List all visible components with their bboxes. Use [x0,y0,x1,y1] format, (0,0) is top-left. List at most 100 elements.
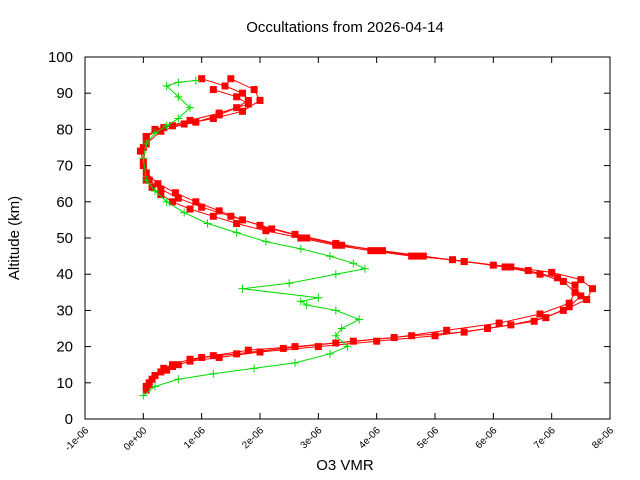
data-point [268,225,276,233]
data-point [331,306,340,315]
data-point [577,292,585,300]
data-point [174,194,182,202]
x-tick-label: 6e-06 [474,425,500,451]
data-point [262,227,270,235]
x-axis-label: O3 VMR [316,457,374,474]
data-point [559,277,567,285]
data-point [326,252,334,261]
data-point [232,228,241,237]
data-point [157,127,165,135]
data-point [139,162,147,170]
data-point [250,364,259,373]
data-point [331,331,340,340]
data-point [296,244,305,253]
data-point [174,78,183,87]
data-point [233,350,241,358]
plot-area [136,75,596,400]
data-point [239,89,246,97]
y-axis-label: Altitude (km) [6,196,23,280]
data-point [209,212,217,220]
data-point [233,220,241,228]
data-point [233,93,241,101]
data-point [209,352,217,360]
data-point [285,279,294,288]
data-point [244,96,252,104]
data-point [414,252,421,260]
data-point [554,274,561,282]
data-point [151,382,159,391]
data-point [186,103,194,112]
y-tick-label: 90 [56,85,73,102]
data-point [302,300,311,309]
data-point [524,267,532,275]
data-point [192,198,200,206]
data-point [408,252,416,260]
data-point [296,297,305,306]
x-tick-label: 0e+00 [122,425,150,453]
data-point [373,247,381,255]
data-point [361,264,369,273]
data-point [279,344,287,352]
data-point [460,258,468,266]
data-point [142,169,150,177]
data-point [238,284,247,293]
data-point [169,122,176,130]
data-point [332,239,340,247]
data-point [198,203,206,211]
y-tick-label: 100 [48,49,73,66]
data-point [215,353,223,361]
data-point [151,129,159,138]
data-point [244,100,252,108]
data-point [314,293,323,302]
data-point [250,86,258,94]
y-tick-label: 10 [56,375,73,392]
x-tick-label: 1e-06 [182,425,208,451]
y-tick-label: 30 [56,302,73,319]
data-point [215,109,223,117]
data-point [227,75,235,83]
data-point [227,212,235,220]
data-point [174,92,183,101]
data-point [530,317,538,325]
data-point [536,270,544,278]
data-point [367,247,375,255]
series-1 [139,75,596,390]
data-point [542,314,550,322]
data-point [169,198,176,206]
data-point [291,358,299,367]
x-tick-label: -1e-06 [63,425,92,454]
data-point [443,326,451,334]
data-point [198,353,206,361]
data-point [331,270,340,279]
data-point [171,189,179,197]
data-point [174,361,182,369]
data-point [419,252,427,260]
data-point [157,185,165,193]
data-point [343,342,352,351]
data-point [162,81,171,90]
data-point [559,306,567,314]
y-tick-label: 60 [56,194,73,211]
data-point [142,176,151,185]
data-point [337,324,346,333]
data-point [583,296,591,304]
data-point [186,116,194,124]
data-point [163,366,171,374]
y-tick-label: 20 [56,339,73,356]
data-point [565,303,573,311]
data-point [198,75,206,83]
data-point [303,234,311,242]
data-point [148,375,156,383]
series-3 [139,76,369,400]
data-point [162,197,171,206]
data-point [174,114,183,123]
data-point [390,334,398,342]
data-point [355,315,364,324]
chart-title: Occultations from 2026-04-14 [246,19,444,36]
data-point [548,268,556,276]
data-point [239,107,246,115]
data-point [142,386,150,394]
data-point [349,259,358,268]
data-point [151,186,159,195]
data-point [209,369,218,378]
